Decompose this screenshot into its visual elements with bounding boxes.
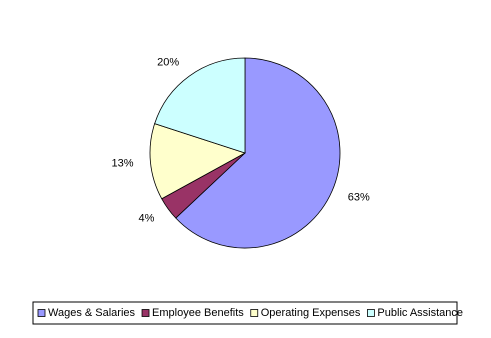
legend-swatch [141, 309, 150, 317]
legend-label: Employee Benefits [152, 307, 244, 319]
legend-label: Operating Expenses [261, 307, 361, 319]
legend-label: Wages & Salaries [48, 307, 136, 319]
pie-slice [149, 123, 247, 200]
data-label: 63% [348, 191, 370, 203]
legend-swatch [37, 309, 46, 317]
data-label: 20% [157, 56, 179, 68]
data-label: 4% [138, 213, 154, 225]
legend-label: Public Assistance [377, 307, 463, 319]
data-label: 13% [111, 157, 133, 169]
pie-slice [175, 57, 341, 249]
legend-swatch [367, 309, 375, 317]
pie-slice [154, 57, 246, 154]
legend-swatch [250, 309, 259, 317]
legend-box [32, 301, 458, 325]
